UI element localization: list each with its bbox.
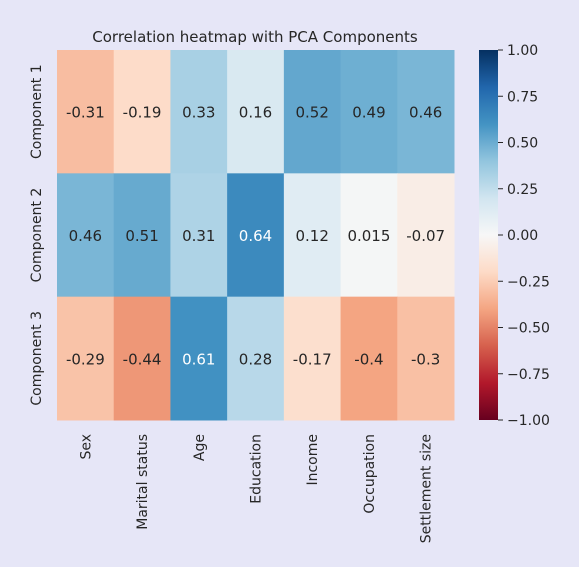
column-label: Settlement size [419,434,435,543]
heatmap-cell [340,173,398,298]
cell-value-label: 0.12 [296,227,329,245]
column-label: Age [192,434,208,461]
heatmap-cell [283,173,342,298]
heatmap-cell [57,296,115,421]
column-label: Income [305,434,321,486]
colorbar-tick-label: 0.50 [507,136,538,152]
colorbar-tick-label: −1.00 [507,413,550,429]
cell-value-label: -0.17 [293,350,332,368]
heatmap-cell [397,296,455,421]
cell-value-label: -0.07 [406,227,445,245]
row-labels: Component 1 Component 2 Component 3 [29,64,45,405]
cell-value-label: 0.31 [182,227,215,245]
heatmap-cell [57,173,115,298]
cell-value-label: 0.46 [69,227,102,245]
cell-value-label: 0.49 [352,104,385,122]
heatmap-cell [170,50,228,174]
colorbar-tick-label: 0.00 [507,228,538,244]
heatmap-cell [283,50,342,174]
cell-value-label: 0.46 [409,104,442,122]
column-labels: Sex Marital status Age Education Income Occup… [78,434,434,543]
cell-value-label: 0.33 [182,104,215,122]
cell-value-label: -0.3 [411,350,440,368]
cell-value-label: 0.61 [182,350,215,368]
chart-title: Correlation heatmap with PCA Components [92,28,418,46]
cell-value-label: -0.19 [123,104,162,122]
heatmap-cell [340,50,398,174]
heatmap-cell [283,296,342,421]
heatmap-cell [170,296,228,421]
heatmap-cell [113,296,171,421]
colorbar-tick-label: −0.25 [507,274,550,290]
heatmap-cell [227,173,285,298]
cell-value-label: -0.29 [66,350,105,368]
row-label: Component 1 [29,64,45,159]
colorbar-tick-label: 1.00 [507,43,538,59]
heatmap-cell [340,296,398,421]
colorbar: 1.00 0.75 0.50 0.25 0.00 −0.25 −0.50 −0.75 −1.00 [479,43,550,429]
row-label: Component 3 [29,311,45,406]
cell-value-label: 0.015 [347,227,390,245]
column-label: Sex [78,434,94,460]
heatmap-cell [397,50,455,174]
heatmap-cells: -0.31 -0.19 0.33 0.16 0.52 0.49 0.46 0.46 0.51 0.… [57,50,455,421]
heatmap-cell [57,50,115,174]
heatmap-cell [113,50,171,174]
colorbar-tick-label: −0.50 [507,321,550,337]
heatmap-cell [170,173,228,298]
heatmap-cell [227,296,285,421]
heatmap-cell [227,50,285,174]
heatmap-cell [113,173,171,298]
colorbar-tick-label: 0.25 [507,182,538,198]
cell-value-label: 0.52 [296,104,329,122]
column-label: Marital status [135,434,151,530]
row-label: Component 2 [29,188,45,283]
cell-value-label: -0.44 [123,350,162,368]
column-label: Education [249,434,265,504]
colorbar-tick-label: −0.75 [507,367,550,383]
cell-value-label: 0.64 [239,227,272,245]
colorbar-gradient [479,50,498,420]
cell-value-label: -0.4 [354,350,383,368]
column-label: Occupation [362,434,378,514]
cell-value-label: -0.31 [66,104,105,122]
heatmap-cell [397,173,455,298]
cell-value-label: 0.51 [125,227,158,245]
colorbar-tick-label: 0.75 [507,89,538,105]
cell-value-label: 0.28 [239,350,272,368]
cell-value-label: 0.16 [239,104,272,122]
